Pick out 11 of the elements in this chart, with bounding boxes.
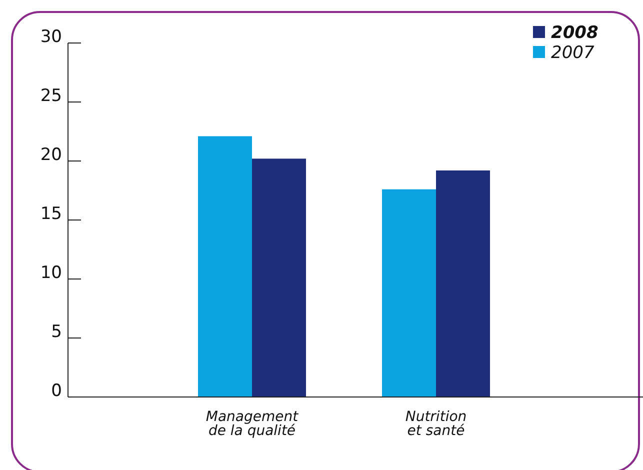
- y-tick-label: 5: [51, 322, 62, 342]
- x-tick-label: Nutrition et santé: [405, 409, 467, 439]
- legend-label: 2008: [551, 23, 598, 43]
- x-tick-label: Management de la qualité: [206, 409, 299, 439]
- y-tick-label: 20: [40, 145, 62, 166]
- y-tick-label: 30: [40, 27, 62, 48]
- legend-label: 2007: [551, 43, 594, 63]
- y-tick-label: 15: [40, 204, 62, 224]
- y-tick-label: 0: [51, 381, 62, 402]
- y-tick-label: 25: [40, 86, 62, 106]
- y-tick-label: 10: [40, 263, 62, 284]
